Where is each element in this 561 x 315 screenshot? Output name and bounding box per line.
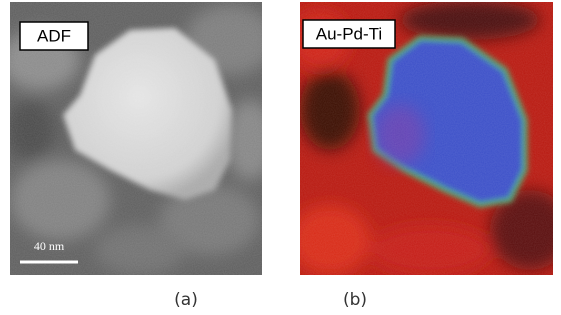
panel-label: Au-Pd-Ti <box>316 24 382 43</box>
figure: ADF 40 nm Au-Pd-Ti (a) (b) <box>0 0 561 315</box>
panel-label: ADF <box>37 26 71 45</box>
panel-caption: (b) <box>343 290 367 310</box>
page: {"panels": [ {"label": "ADF", "scale_bar… <box>0 0 561 315</box>
panel-caption: (a) <box>174 290 198 310</box>
scale-bar-label: 40 nm <box>34 239 65 253</box>
